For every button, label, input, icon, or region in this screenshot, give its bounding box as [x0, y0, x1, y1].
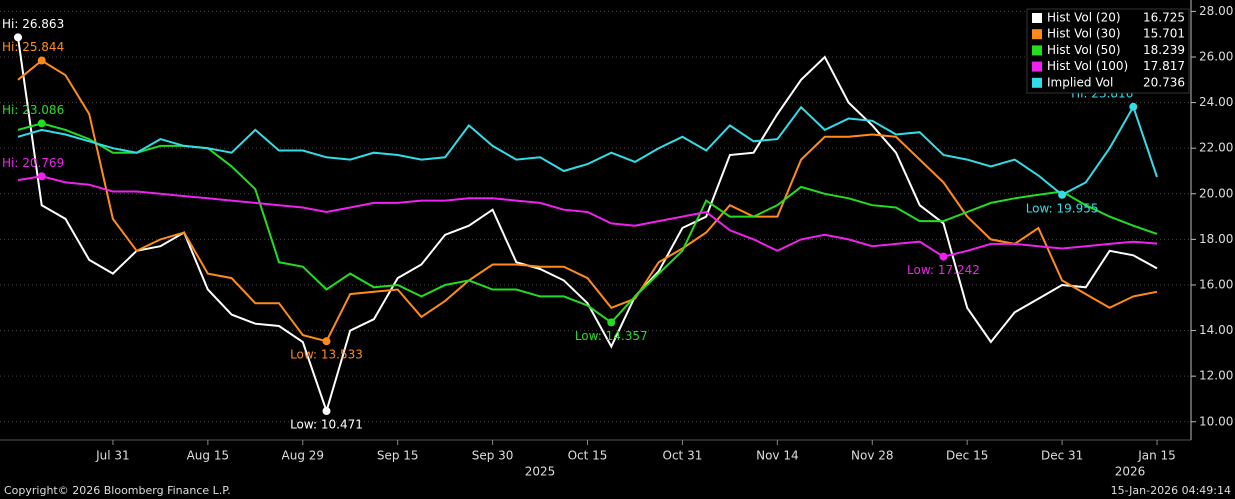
y-tick-label: 12.00	[1199, 369, 1233, 383]
timestamp: 15-Jan-2026 04:49:14	[1111, 484, 1231, 497]
extreme-label: Hi: 26.863	[2, 17, 64, 31]
y-tick-label: 24.00	[1199, 95, 1233, 109]
legend-box	[1026, 8, 1190, 94]
extreme-label: Low: 17.242	[907, 263, 980, 277]
series-line	[17, 37, 1158, 415]
legend-value: 16.725	[1143, 11, 1185, 25]
legend-swatch	[1032, 13, 1042, 23]
extreme-marker	[37, 119, 46, 128]
legend-label: Implied Vol	[1047, 75, 1113, 89]
legend-label: Hist Vol (100)	[1047, 59, 1128, 73]
x-tick-label: Aug 29	[282, 449, 325, 463]
extreme-label: Hi: 25.844	[2, 40, 64, 54]
extreme-label: Hi: 20.769	[2, 156, 64, 170]
legend-label: Hist Vol (30)	[1047, 27, 1121, 41]
y-tick-label: 28.00	[1199, 4, 1233, 18]
y-tick-label: 14.00	[1199, 323, 1233, 337]
series-line	[17, 175, 1158, 258]
extreme-label: Low: 10.471	[290, 418, 363, 432]
y-tick-label: 20.00	[1199, 186, 1233, 200]
legend-swatch	[1032, 61, 1042, 72]
legend-value: 17.817	[1143, 59, 1185, 73]
x-tick-label: Jul 31	[95, 449, 130, 463]
extreme-marker	[607, 318, 616, 327]
extreme-marker	[37, 56, 46, 65]
legend-value: 18.239	[1143, 43, 1185, 57]
x-tick-label: Dec 15	[946, 449, 988, 463]
extreme-marker	[1129, 102, 1138, 111]
legend-swatch	[1032, 45, 1042, 56]
x-tick-label: Nov 28	[851, 449, 894, 463]
y-tick-label: 22.00	[1199, 141, 1233, 155]
extreme-marker	[14, 33, 22, 42]
series-line	[17, 59, 1158, 343]
copyright: Copyright© 2026 Bloomberg Finance L.P.	[4, 484, 231, 497]
x-tick-label: Sep 15	[377, 449, 419, 463]
y-tick-label: 10.00	[1199, 414, 1233, 428]
extreme-marker	[322, 407, 331, 416]
legend-label: Hist Vol (50)	[1047, 43, 1121, 57]
y-tick-label: 26.00	[1199, 49, 1233, 63]
x-tick-label: Nov 14	[756, 449, 799, 463]
x-tick-label: Jan 15	[1137, 449, 1176, 463]
year-label: 2026	[1115, 465, 1146, 479]
x-tick-label: Oct 15	[568, 449, 608, 463]
x-tick-label: Dec 31	[1041, 449, 1083, 463]
x-tick-label: Oct 31	[663, 449, 703, 463]
legend-label: Hist Vol (20)	[1047, 11, 1121, 25]
extreme-label: Low: 13.533	[290, 348, 363, 362]
y-tick-label: 18.00	[1199, 232, 1233, 246]
legend-value: 20.736	[1143, 75, 1185, 89]
x-tick-label: Aug 15	[187, 449, 230, 463]
legend-swatch	[1032, 29, 1042, 40]
extreme-label: Hi: 23.086	[2, 103, 64, 117]
extreme-marker	[939, 252, 948, 261]
extreme-label: Low: 14.357	[575, 329, 648, 343]
extreme-label: Low: 19.955	[1026, 201, 1099, 215]
y-tick-label: 16.00	[1199, 277, 1233, 291]
legend-value: 15.701	[1143, 27, 1185, 41]
extreme-marker	[1058, 190, 1067, 199]
legend-swatch	[1032, 77, 1042, 88]
year-label: 2025	[525, 465, 556, 479]
series-line	[17, 104, 1158, 196]
extreme-marker	[322, 337, 331, 346]
extreme-marker	[37, 172, 46, 181]
x-tick-label: Sep 30	[472, 449, 514, 463]
